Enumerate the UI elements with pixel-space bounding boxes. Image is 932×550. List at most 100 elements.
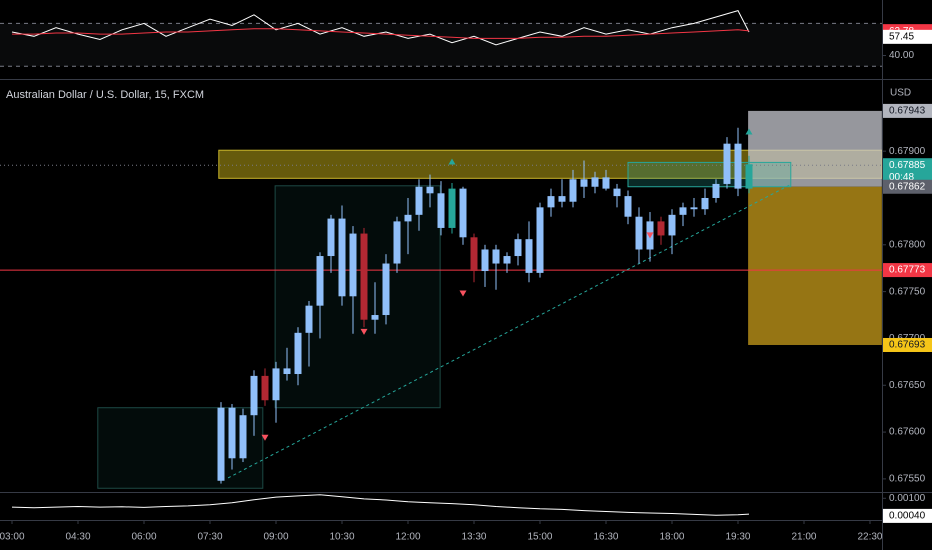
candle-body — [305, 305, 313, 333]
x-tick-label: 04:30 — [65, 532, 90, 543]
signal-arrow — [261, 434, 269, 441]
x-tick-label: 15:00 — [527, 532, 552, 543]
candle-body — [272, 368, 280, 401]
candle-body — [316, 256, 324, 306]
price-badge — [883, 263, 932, 278]
zone — [274, 185, 441, 409]
candle-body — [404, 214, 412, 222]
y-tick-label: 0.67550 — [889, 474, 926, 485]
candle-body — [558, 196, 566, 202]
price-badge-label: 57.45 — [889, 31, 914, 42]
series-line — [11, 494, 750, 516]
signal-arrow — [459, 290, 467, 297]
countdown: 00:48 — [889, 172, 914, 183]
candle-body — [657, 221, 665, 236]
price-badge — [883, 337, 932, 352]
x-tick-label: 12:00 — [395, 532, 420, 543]
candle-body — [492, 249, 500, 264]
signal-arrow — [360, 328, 368, 335]
candle-body — [294, 332, 302, 375]
candle-body — [701, 197, 709, 210]
price-badge — [883, 179, 932, 194]
price-badge-label: 0.00040 — [889, 511, 926, 522]
price-badge-label: 0.67773 — [889, 265, 926, 276]
price-pane — [0, 110, 882, 489]
candle-body — [580, 179, 588, 187]
candle-body — [426, 186, 434, 194]
price-badge-label: 0.67943 — [889, 106, 926, 117]
zone — [748, 186, 882, 345]
x-tick-label: 13:30 — [461, 532, 486, 543]
price-badge-label: 0.67885 — [889, 160, 926, 171]
candle-body — [690, 207, 698, 210]
candle-body — [327, 218, 335, 257]
y-tick-label: 40.00 — [889, 50, 914, 61]
candle-body — [613, 188, 621, 197]
y-tick-label: 0.67800 — [889, 239, 926, 250]
candle-body — [415, 186, 423, 215]
candle-body — [602, 177, 610, 189]
candle-body — [239, 415, 247, 459]
candle-body — [481, 249, 489, 272]
candle-body — [569, 179, 577, 202]
price-badge-label: 0.67693 — [889, 340, 926, 351]
y-tick-label: 0.67600 — [889, 427, 926, 438]
indicator-pane — [11, 494, 750, 516]
candle-body — [470, 237, 478, 272]
x-tick-label: 22:30 — [857, 532, 882, 543]
series-line — [11, 10, 750, 46]
candle-body — [459, 188, 467, 238]
signal-arrow — [745, 128, 753, 135]
rsi-band — [0, 23, 882, 67]
candle-body — [371, 315, 379, 320]
candle-body — [514, 239, 522, 257]
candle-body — [261, 375, 269, 401]
candle-body — [591, 177, 599, 187]
x-tick-label: 09:00 — [263, 532, 288, 543]
x-tick-label: 03:00 — [0, 532, 25, 543]
candle-body — [437, 193, 445, 228]
signal-arrow — [448, 158, 456, 165]
zone — [97, 407, 264, 489]
candle-body — [723, 143, 731, 184]
x-tick-label: 18:00 — [659, 532, 684, 543]
candle-body — [250, 375, 258, 416]
candle-body — [679, 207, 687, 215]
x-tick-label: 21:00 — [791, 532, 816, 543]
rsi-pane — [0, 10, 882, 67]
candle-body — [349, 233, 357, 297]
y-tick-label: 0.67650 — [889, 380, 926, 391]
axes: 40.0062.7857.450.675500.676000.676500.67… — [0, 24, 932, 543]
candle-body — [217, 407, 225, 481]
y-tick-label: 0.67750 — [889, 286, 926, 297]
candle-body — [360, 233, 368, 320]
candle-body — [547, 196, 555, 208]
x-tick-label: 16:30 — [593, 532, 618, 543]
candle-body — [734, 143, 742, 189]
x-tick-label: 10:30 — [329, 532, 354, 543]
chart-title: Australian Dollar / U.S. Dollar, 15, FXC… — [6, 89, 204, 101]
candle-body — [668, 214, 676, 236]
trendline — [227, 184, 791, 479]
price-badge — [883, 508, 932, 523]
candle-body — [745, 164, 753, 189]
candle-body — [338, 218, 346, 297]
price-badge — [883, 29, 932, 44]
y-tick-label: 0.00100 — [889, 493, 926, 504]
candle-body — [382, 263, 390, 316]
candle-body — [393, 221, 401, 264]
price-badge-label: 0.67862 — [889, 181, 926, 192]
signal-arrow — [646, 232, 654, 239]
candle-body — [503, 256, 511, 264]
zone — [748, 110, 882, 187]
candle-body — [525, 239, 533, 273]
candle-body — [283, 368, 291, 375]
series-line — [12, 28, 750, 39]
candle-body — [536, 207, 544, 273]
zone — [627, 161, 792, 188]
x-tick-label: 07:30 — [197, 532, 222, 543]
x-tick-label: 06:00 — [131, 532, 156, 543]
price-badge — [883, 103, 932, 118]
currency: USD — [890, 88, 911, 99]
